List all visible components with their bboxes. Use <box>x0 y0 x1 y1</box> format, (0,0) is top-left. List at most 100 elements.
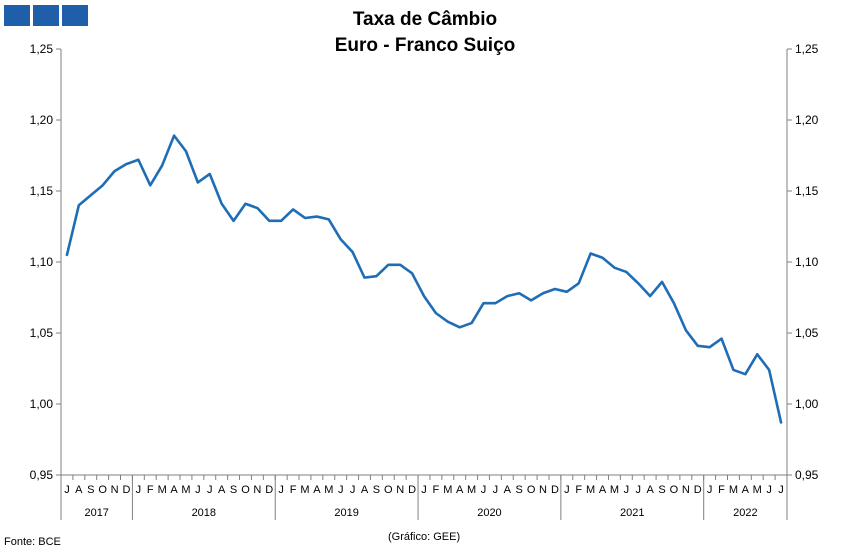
month-label: A <box>218 484 226 496</box>
data-point <box>113 170 115 172</box>
data-point <box>125 163 127 165</box>
logo-block <box>4 5 30 26</box>
year-label: 2019 <box>334 507 358 519</box>
data-point <box>554 288 556 290</box>
data-point <box>589 252 591 254</box>
data-point <box>566 291 568 293</box>
data-point <box>601 257 603 259</box>
month-label: M <box>443 484 452 496</box>
month-label: F <box>147 484 154 496</box>
month-label: S <box>516 484 523 496</box>
month-label: A <box>646 484 654 496</box>
data-point <box>494 302 496 304</box>
month-label: F <box>433 484 440 496</box>
data-point <box>387 264 389 266</box>
data-point <box>625 271 627 273</box>
data-point <box>459 326 461 328</box>
month-label: F <box>575 484 582 496</box>
month-label: O <box>241 484 250 496</box>
chart-title: Taxa de Câmbio <box>352 9 498 30</box>
month-label: O <box>670 484 679 496</box>
month-label: N <box>111 484 119 496</box>
y-tick-label-right: 1,15 <box>795 184 819 198</box>
source-note: Fonte: BCE <box>4 536 61 548</box>
month-label: J <box>564 484 570 496</box>
month-label: D <box>408 484 416 496</box>
month-label: A <box>75 484 83 496</box>
month-label: J <box>195 484 201 496</box>
data-point <box>363 276 365 278</box>
month-label: A <box>742 484 750 496</box>
month-label: J <box>350 484 356 496</box>
data-point <box>578 282 580 284</box>
month-label: N <box>682 484 690 496</box>
data-point <box>137 159 139 161</box>
chart-credit: (Gráfico: GEE) <box>388 531 461 543</box>
month-label: F <box>718 484 725 496</box>
month-label: J <box>207 484 213 496</box>
month-label: A <box>170 484 178 496</box>
month-label: D <box>265 484 273 496</box>
data-point <box>280 220 282 222</box>
month-label: S <box>658 484 665 496</box>
y-tick-label-left: 1,05 <box>30 326 54 340</box>
series-line <box>65 134 783 424</box>
month-label: S <box>373 484 380 496</box>
logo <box>4 5 88 26</box>
data-point <box>411 272 413 274</box>
data-point <box>518 292 520 294</box>
data-point <box>328 218 330 220</box>
y-tick-label-right: 1,00 <box>795 397 819 411</box>
month-label: M <box>181 484 190 496</box>
logo-block <box>62 5 88 26</box>
month-label: J <box>338 484 344 496</box>
data-point <box>220 203 222 205</box>
data-point <box>732 369 734 371</box>
data-point <box>780 421 782 423</box>
data-point <box>149 184 151 186</box>
data-point <box>78 204 80 206</box>
data-point <box>173 134 175 136</box>
data-point <box>304 217 306 219</box>
month-label: J <box>64 484 70 496</box>
month-label: O <box>98 484 107 496</box>
data-point <box>637 282 639 284</box>
month-label: M <box>324 484 333 496</box>
data-point <box>197 181 199 183</box>
year-label: 2022 <box>733 507 757 519</box>
year-label: 2020 <box>477 507 501 519</box>
data-point <box>542 292 544 294</box>
month-label: S <box>230 484 237 496</box>
month-label: D <box>122 484 130 496</box>
y-tick-label-left: 1,10 <box>30 255 54 269</box>
month-label: N <box>253 484 261 496</box>
year-label: 2017 <box>84 507 108 519</box>
month-label: S <box>87 484 94 496</box>
data-point <box>399 264 401 266</box>
data-point <box>66 254 68 256</box>
data-point <box>673 302 675 304</box>
data-point <box>447 320 449 322</box>
month-label: A <box>599 484 607 496</box>
data-point <box>351 251 353 253</box>
y-tick-label-left: 0,95 <box>30 468 54 482</box>
y-tick-label-right: 0,95 <box>795 468 819 482</box>
data-point <box>375 275 377 277</box>
month-label: M <box>753 484 762 496</box>
data-point <box>316 215 318 217</box>
month-label: J <box>624 484 630 496</box>
data-point <box>720 337 722 339</box>
month-label: J <box>778 484 784 496</box>
data-point <box>161 164 163 166</box>
month-label: N <box>396 484 404 496</box>
month-label: A <box>504 484 512 496</box>
month-label: A <box>313 484 321 496</box>
data-point <box>90 194 92 196</box>
month-label: J <box>493 484 499 496</box>
month-label: O <box>384 484 393 496</box>
month-label: J <box>481 484 487 496</box>
data-point <box>423 295 425 297</box>
month-label: M <box>300 484 309 496</box>
data-point <box>768 369 770 371</box>
y-tick-label-left: 1,15 <box>30 184 54 198</box>
